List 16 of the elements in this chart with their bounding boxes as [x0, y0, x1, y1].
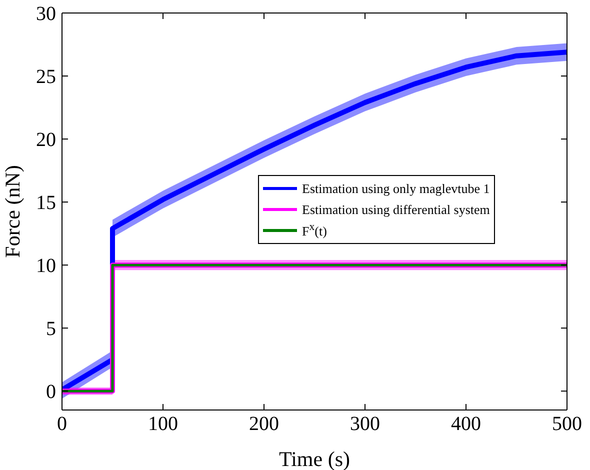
- x-tick-label: 400: [451, 413, 481, 436]
- x-tick-label: 100: [148, 413, 178, 436]
- y-tick-label: 0: [46, 381, 56, 404]
- y-tick-label: 10: [36, 255, 56, 278]
- x-tick-label: 300: [350, 413, 380, 436]
- x-tick-label: 200: [249, 413, 279, 436]
- legend-label: Estimation using differential system: [302, 202, 490, 218]
- y-tick-label: 5: [46, 318, 56, 340]
- y-axis-title: Force (nN): [0, 165, 24, 258]
- x-tick-label: 500: [552, 413, 582, 436]
- y-tick-label: 15: [36, 192, 56, 214]
- y-tick-label: 20: [36, 129, 56, 152]
- legend-label: F$^{x}$(t): [302, 221, 327, 240]
- y-tick-label: 30: [36, 3, 56, 26]
- legend-label: Estimation using only maglevtube 1: [302, 180, 490, 196]
- y-tick-label: 25: [36, 66, 56, 88]
